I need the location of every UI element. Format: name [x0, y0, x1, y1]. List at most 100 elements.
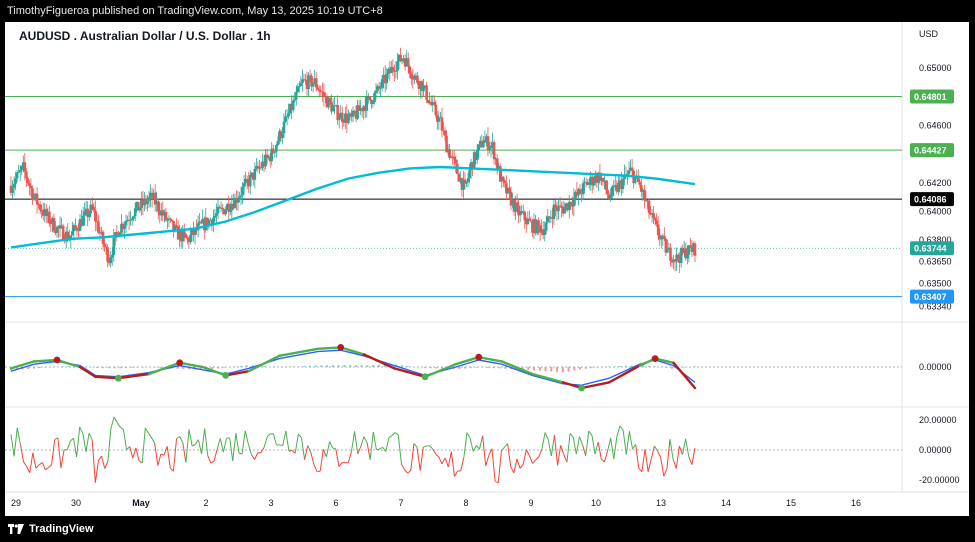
candle-body — [590, 176, 594, 186]
candle-body — [436, 115, 439, 122]
candle-body — [107, 261, 111, 264]
candles-layer — [9, 47, 697, 274]
momentum-segment — [129, 446, 134, 459]
momentum-segment — [294, 434, 299, 454]
candle-body — [319, 91, 323, 92]
candle-body — [52, 217, 56, 232]
candle-body — [678, 259, 681, 263]
candle-body — [344, 113, 347, 123]
candle-body — [549, 217, 553, 219]
momentum-segment — [678, 446, 683, 455]
candle-body — [689, 245, 692, 248]
publisher-bar: TimothyFigueroa published on TradingView… — [0, 0, 975, 22]
time-tick-label: 8 — [463, 498, 468, 508]
momentum-segment — [219, 438, 224, 453]
candle-body — [509, 191, 513, 206]
candle-body — [538, 225, 542, 233]
candle-body — [460, 178, 464, 190]
candle-body — [589, 176, 593, 182]
momentum-segment — [513, 458, 518, 474]
candle-body — [156, 201, 160, 212]
candle-body — [390, 67, 393, 74]
price-line-badge — [910, 192, 954, 207]
momentum-segment — [260, 447, 265, 453]
tradingview-logo[interactable]: TradingView — [8, 523, 94, 535]
candle-body — [80, 219, 83, 226]
chart-canvas[interactable]: AUDUSD . Australian Dollar / U.S. Dollar… — [5, 22, 969, 516]
candle-body — [224, 209, 228, 215]
price-line-label: 0.64086 — [914, 195, 947, 205]
momentum-segment — [354, 431, 359, 454]
momentum-segment — [400, 463, 405, 471]
momentum-segment — [238, 452, 243, 455]
crossover-dot — [53, 356, 61, 364]
momentum-segment — [38, 462, 43, 466]
candle-body — [236, 199, 240, 203]
momentum-segment — [91, 439, 96, 483]
momentum-segment — [104, 461, 109, 469]
candle-body — [494, 158, 497, 160]
momentum-segment — [251, 454, 256, 460]
candle-body — [423, 85, 427, 87]
candle-body — [193, 227, 197, 235]
candle-body — [617, 182, 620, 192]
candle-body — [155, 201, 158, 205]
momentum-segment — [663, 468, 668, 477]
candle-body — [523, 211, 527, 221]
candle-body — [422, 85, 425, 92]
candle-body — [92, 206, 96, 211]
oscillator-slow-segment — [580, 381, 611, 390]
momentum-segment — [88, 432, 93, 440]
candle-body — [170, 219, 174, 222]
candle-body — [64, 231, 68, 242]
candle-body — [531, 221, 534, 233]
momentum-segment — [388, 435, 393, 439]
momentum-segment — [69, 437, 74, 442]
candle-body — [184, 234, 188, 238]
price-tick-label: 0.63500 — [919, 278, 952, 288]
candle-body — [405, 58, 408, 67]
candle-body — [348, 113, 352, 117]
candle-body — [525, 220, 528, 225]
time-tick-label: 3 — [268, 498, 273, 508]
candle-body — [202, 218, 206, 231]
candle-body — [287, 113, 290, 117]
candle-body — [532, 219, 536, 233]
candle-body — [179, 230, 183, 242]
candle-body — [587, 181, 591, 185]
candle-body — [623, 174, 626, 180]
momentum-segment — [254, 452, 259, 460]
candle-body — [543, 230, 547, 235]
candle-body — [647, 200, 651, 214]
price-line-badge — [910, 143, 954, 158]
momentum-segment — [469, 438, 474, 452]
candle-body — [339, 112, 343, 119]
candle-body — [667, 247, 671, 249]
moving-average-layer — [10, 165, 696, 249]
momentum-segment — [510, 466, 515, 474]
momentum-segment — [438, 456, 443, 465]
candle-body — [268, 156, 272, 162]
momentum-segment — [423, 445, 427, 448]
momentum-segment — [13, 427, 18, 457]
candle-body — [574, 192, 577, 198]
candle-body — [457, 173, 461, 182]
oscillator-slow-segment — [147, 361, 181, 376]
momentum-segment — [85, 433, 90, 452]
candle-body — [262, 161, 266, 167]
momentum-segment — [644, 449, 649, 472]
candle-body — [431, 102, 435, 106]
candle-body — [584, 182, 588, 184]
candle-body — [448, 149, 451, 159]
candle-body — [597, 172, 600, 183]
momentum-segment — [101, 455, 106, 469]
candle-body — [298, 86, 301, 87]
candle-body — [330, 102, 333, 112]
momentum-segment — [310, 452, 315, 465]
candle-body — [279, 131, 283, 138]
candle-body — [613, 185, 617, 187]
candle-body — [402, 58, 405, 60]
candle-body — [468, 170, 471, 179]
momentum-segment — [110, 416, 115, 429]
candle-body — [136, 202, 140, 211]
